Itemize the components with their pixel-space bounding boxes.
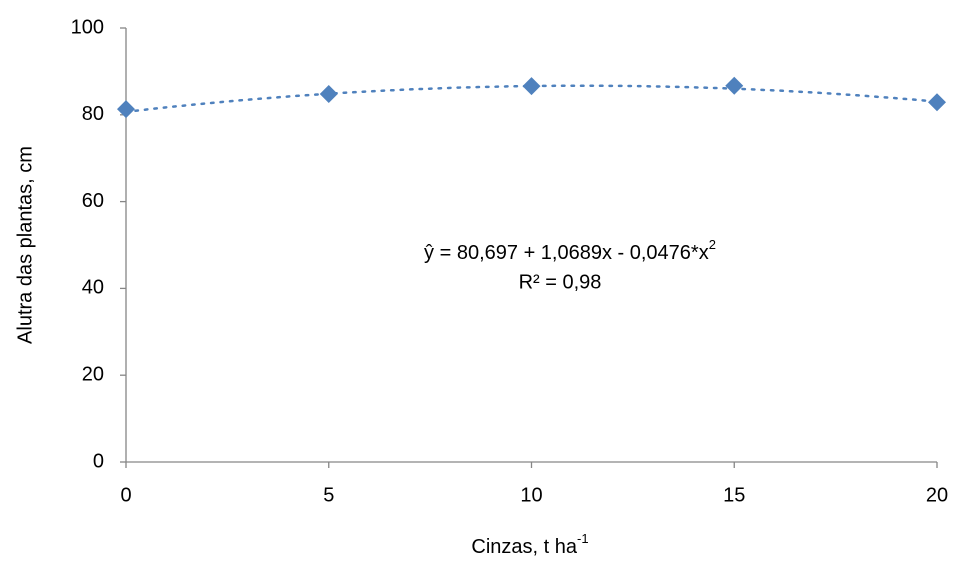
data-point xyxy=(117,100,135,119)
x-tick-label: 20 xyxy=(926,484,948,506)
equation-sup: 2 xyxy=(709,237,716,252)
x-axis-title-main: Cinzas, t ha xyxy=(471,536,577,558)
trendline xyxy=(124,84,939,114)
data-point xyxy=(522,77,541,96)
equation-main: ŷ = 80,697 + 1,0689x - 0,0476*x xyxy=(424,242,709,264)
r-squared: R² = 0,98 xyxy=(519,271,602,293)
y-tick-label: 100 xyxy=(71,16,104,38)
x-tick-label: 5 xyxy=(323,484,334,506)
data-point xyxy=(725,76,744,95)
y-axis-title: Alutra das plantas, cm xyxy=(14,146,36,344)
y-tick-label: 0 xyxy=(93,450,104,472)
x-tick-label: 0 xyxy=(120,484,131,506)
y-tick-label: 60 xyxy=(82,190,104,212)
x-axis-title-sup: -1 xyxy=(577,531,589,546)
x-tick-label: 10 xyxy=(520,484,542,506)
y-tick-label: 40 xyxy=(82,277,104,299)
x-axis-title: Cinzas, t ha-1 xyxy=(471,531,588,558)
equation: ŷ = 80,697 + 1,0689x - 0,0476*x2 xyxy=(424,237,716,264)
data-point xyxy=(928,93,946,112)
y-tick-label: 20 xyxy=(82,363,104,385)
y-tick-label: 80 xyxy=(82,103,104,125)
x-tick-label: 15 xyxy=(723,484,745,506)
data-point xyxy=(319,84,338,103)
